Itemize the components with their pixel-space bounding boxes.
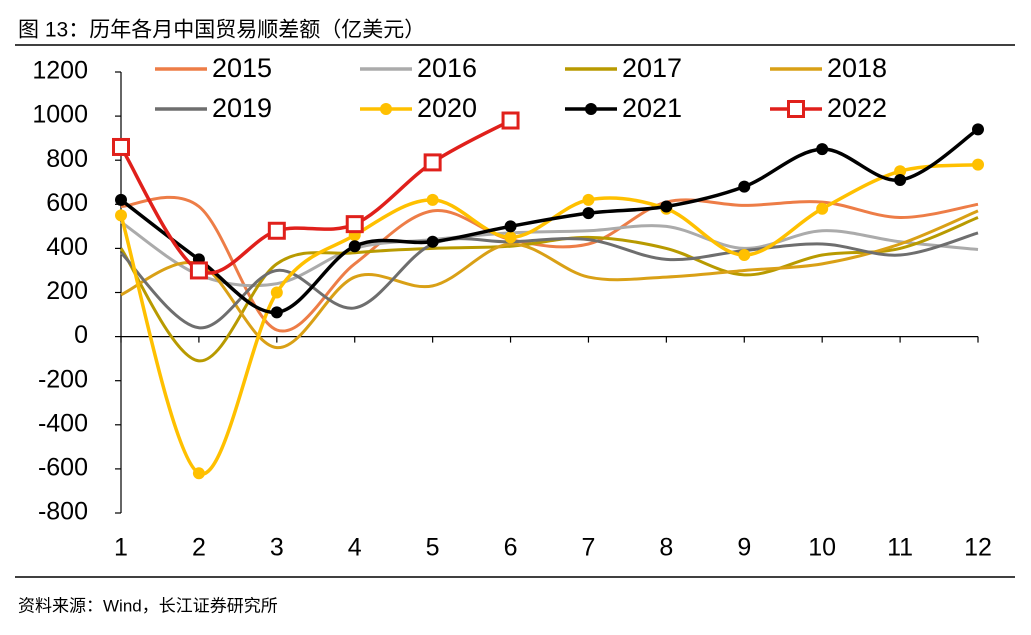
legend-marker bbox=[787, 100, 805, 118]
y-tick-label: -800 bbox=[38, 498, 88, 526]
x-tick-label: 7 bbox=[582, 534, 596, 562]
x-tick-label: 12 bbox=[964, 534, 992, 562]
data-point bbox=[894, 174, 907, 187]
legend-label: 2019 bbox=[212, 93, 272, 123]
series-line bbox=[119, 127, 979, 315]
x-tick-label: 5 bbox=[426, 534, 440, 562]
legend-label: 2015 bbox=[212, 53, 272, 83]
x-tick-label: 3 bbox=[270, 534, 284, 562]
y-tick-label: -400 bbox=[38, 409, 88, 437]
series-line bbox=[120, 195, 979, 333]
series-line bbox=[119, 162, 979, 476]
x-tick-label: 11 bbox=[887, 534, 913, 562]
y-tick-label: -600 bbox=[38, 454, 88, 482]
x-tick-label: 8 bbox=[659, 534, 673, 562]
series-line bbox=[119, 216, 979, 363]
y-tick-label: -200 bbox=[38, 365, 88, 393]
legend-marker bbox=[585, 103, 597, 115]
x-tick-label: 1 bbox=[114, 534, 128, 562]
data-point bbox=[894, 165, 907, 178]
data-point bbox=[348, 240, 361, 253]
data-point bbox=[972, 158, 984, 171]
series-line bbox=[119, 231, 979, 330]
data-point bbox=[115, 193, 127, 206]
y-tick-label: 400 bbox=[46, 233, 88, 261]
series-line bbox=[120, 220, 979, 288]
data-point bbox=[270, 306, 283, 319]
y-tick-label: 200 bbox=[46, 277, 88, 305]
data-point bbox=[192, 467, 205, 480]
legend-label: 2021 bbox=[622, 93, 682, 123]
data-point bbox=[267, 221, 286, 240]
y-tick-label: 1200 bbox=[32, 57, 88, 85]
x-tick-label: 6 bbox=[504, 534, 518, 562]
data-point bbox=[582, 207, 595, 220]
x-tick-label: 10 bbox=[808, 534, 836, 562]
data-point bbox=[504, 220, 517, 233]
data-point bbox=[112, 137, 130, 156]
legend-label: 2017 bbox=[622, 53, 682, 83]
chart-title: 图 13：历年各月中国贸易顺差额（亿美元） bbox=[18, 19, 425, 42]
data-point bbox=[501, 111, 520, 130]
data-point bbox=[426, 235, 439, 248]
legend-label: 2020 bbox=[417, 93, 477, 123]
legend-marker bbox=[380, 103, 392, 115]
data-point bbox=[270, 286, 283, 299]
legend-label: 2022 bbox=[827, 93, 887, 123]
data-point bbox=[972, 123, 984, 136]
data-point bbox=[660, 200, 673, 213]
x-tick-label: 2 bbox=[192, 534, 206, 562]
y-tick-label: 800 bbox=[46, 145, 88, 173]
data-point bbox=[189, 261, 208, 280]
data-point bbox=[816, 143, 829, 156]
x-tick-label: 9 bbox=[737, 534, 751, 562]
y-tick-label: 600 bbox=[46, 189, 88, 217]
y-tick-label: 1000 bbox=[32, 101, 88, 129]
data-point bbox=[738, 249, 751, 262]
data-point bbox=[345, 215, 364, 234]
data-point bbox=[504, 231, 517, 244]
source-note: 资料来源：Wind，长江证券研究所 bbox=[18, 596, 278, 615]
data-point bbox=[582, 193, 595, 206]
legend-label: 2016 bbox=[417, 53, 477, 83]
data-point bbox=[115, 209, 127, 222]
data-point bbox=[816, 202, 829, 215]
data-point bbox=[426, 193, 439, 206]
y-tick-label: 0 bbox=[74, 321, 88, 349]
data-point bbox=[738, 180, 751, 193]
legend-label: 2018 bbox=[827, 53, 887, 83]
data-point bbox=[423, 153, 442, 172]
x-tick-label: 4 bbox=[348, 534, 362, 562]
